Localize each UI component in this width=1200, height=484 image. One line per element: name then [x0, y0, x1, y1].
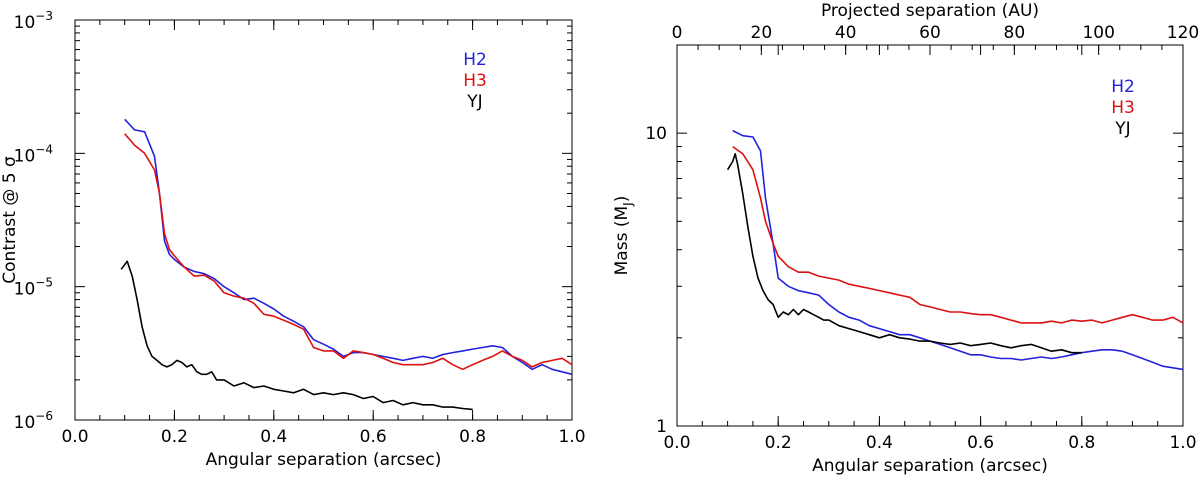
legend-label-h3: H3: [463, 71, 487, 91]
y-tick-label: 10−5: [14, 276, 53, 300]
x-tick-label: 0.0: [663, 433, 690, 453]
x-tick-label: 0.8: [459, 427, 486, 447]
series-line-h2: [124, 118, 573, 376]
y-axis-title-text: Mass (M: [612, 206, 632, 276]
y-axis-title-text: Contrast @ 5 σ: [0, 156, 20, 284]
y-tick-base: 10: [14, 280, 36, 300]
legend-label-h2: H2: [1111, 77, 1135, 97]
x-tick-label: 1.0: [1169, 433, 1196, 453]
y-tick-base: 10: [14, 13, 36, 33]
top-x-tick-label: 60: [919, 23, 941, 43]
y-axis-title: Mass (MJ): [612, 196, 635, 276]
series-line-h3: [732, 145, 1184, 324]
series-line-h2: [732, 129, 1184, 371]
y-tick-exponent: −3: [35, 9, 53, 23]
legend-label-h2: H2: [463, 50, 487, 70]
x-tick-label: 0.2: [765, 433, 792, 453]
series-line-yj: [726, 153, 1082, 354]
top-x-tick-label: 40: [835, 23, 857, 43]
y-axis-title: Contrast @ 5 σ: [0, 156, 20, 284]
x-tick-label: 0.4: [260, 427, 287, 447]
x-tick-label: 0.6: [967, 433, 994, 453]
top-x-tick-label: 20: [751, 23, 773, 43]
legend-label-yj: YJ: [1114, 119, 1130, 139]
top-x-tick-label: 80: [1004, 23, 1026, 43]
y-tick-exponent: −4: [35, 142, 53, 156]
y-tick-label: 10−3: [14, 9, 53, 33]
legend-label-yj: YJ: [466, 92, 482, 112]
top-x-tick-label: 120: [1167, 23, 1199, 43]
y-tick-label: 10−6: [14, 409, 53, 433]
top-x-tick-label: 100: [1082, 23, 1114, 43]
x-tick-label: 0.0: [61, 427, 88, 447]
y-tick-label: 1: [656, 417, 667, 437]
x-tick-label: 0.4: [866, 433, 893, 453]
x-tick-label: 1.0: [558, 427, 585, 447]
y-tick-base: 10: [14, 146, 36, 166]
top-x-axis-title: Projected separation (AU): [821, 1, 1039, 21]
y-tick-exponent: −5: [35, 276, 53, 290]
plot-frame: [74, 19, 573, 421]
x-tick-label: 0.8: [1068, 433, 1095, 453]
y-axis-title-close: ): [612, 196, 632, 203]
series-line-yj: [120, 260, 473, 411]
x-axis-title: Angular separation (arcsec): [812, 456, 1048, 476]
y-tick-label: 10: [645, 124, 667, 144]
x-tick-label: 0.2: [161, 427, 188, 447]
y-tick-label: 10−4: [14, 142, 53, 166]
x-tick-label: 0.6: [360, 427, 387, 447]
plot-frame: [676, 44, 1184, 427]
legend-label-h3: H3: [1111, 98, 1135, 118]
series-line-h3: [124, 133, 573, 371]
contrast-chart: 0.0 0.2 0.4 0.6 0.8 1.010−610−510−410−3Angula…: [0, 9, 586, 470]
y-tick-base: 10: [14, 413, 36, 433]
y-axis-title-subscript: J: [621, 202, 635, 207]
top-x-tick-label: 0: [672, 23, 683, 43]
y-tick-exponent: −6: [35, 409, 53, 423]
x-axis-title: Angular separation (arcsec): [206, 450, 442, 470]
